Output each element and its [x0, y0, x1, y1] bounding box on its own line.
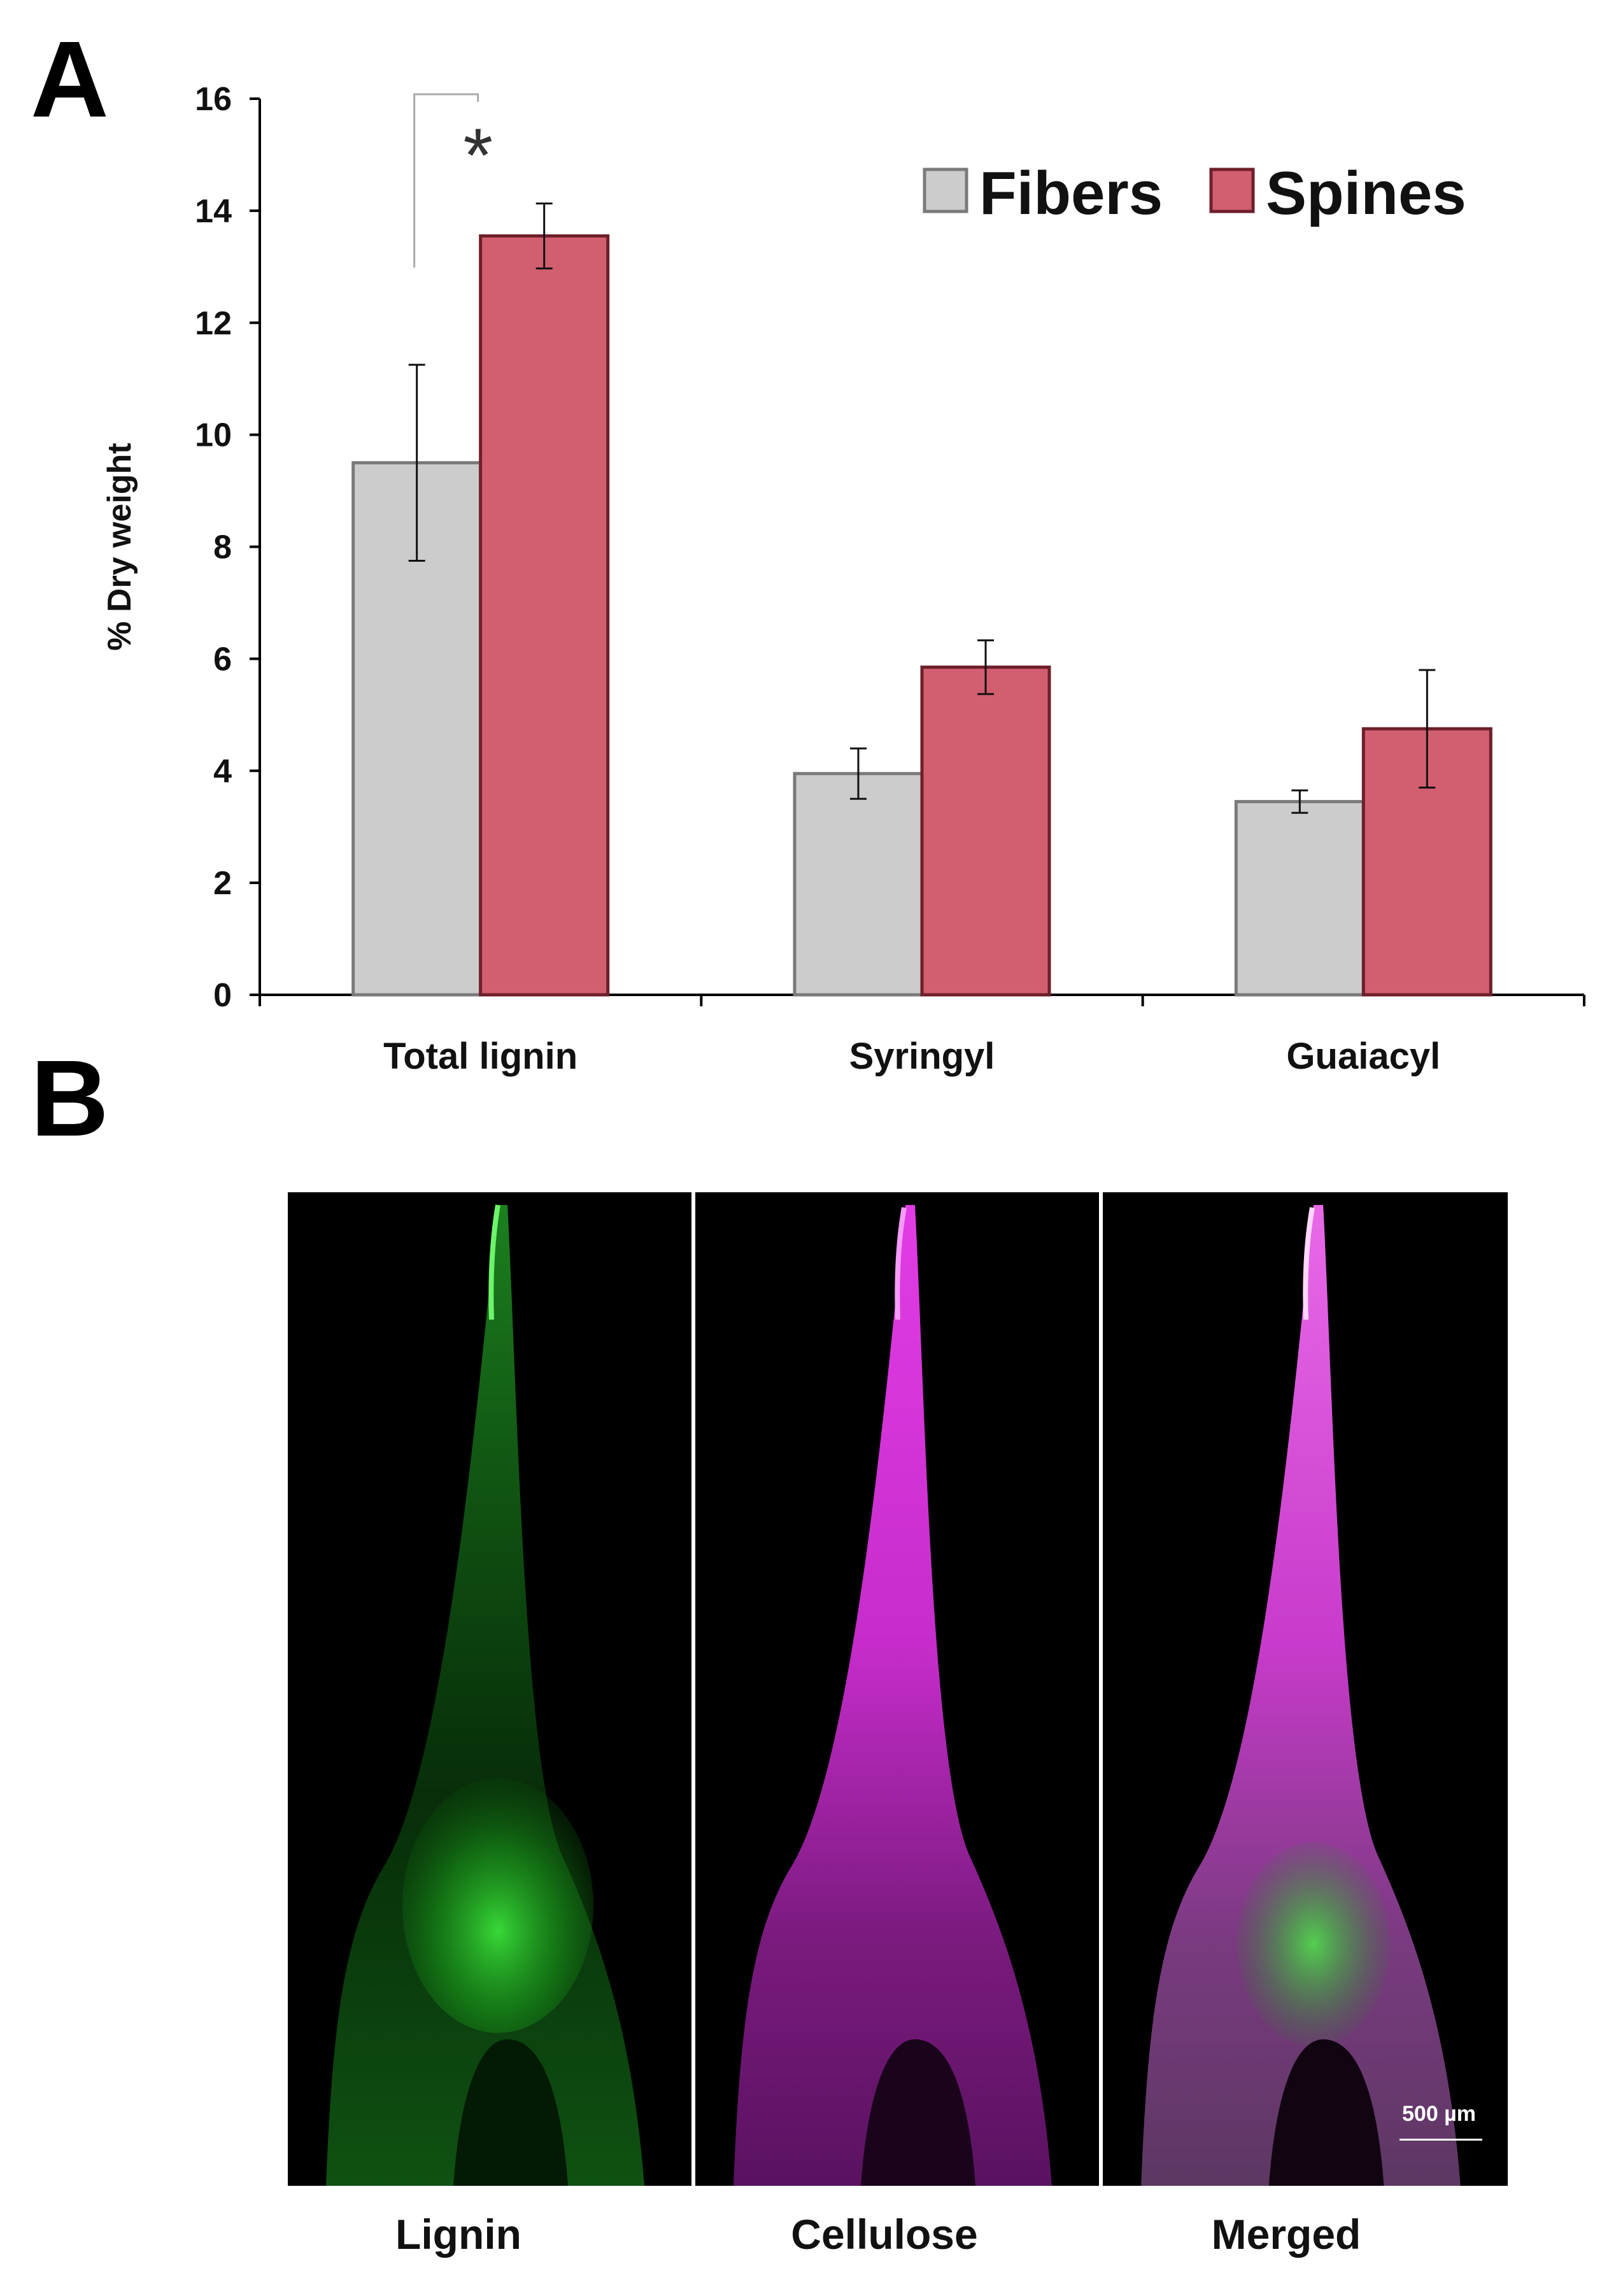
bars — [351, 234, 1492, 997]
y-axis-title: % Dry weight — [101, 443, 138, 651]
bar-fibers — [1234, 800, 1365, 997]
micrograph-strip: 500 µm — [288, 1192, 1508, 2186]
y-axis: 0 2 4 6 8 10 12 14 16 % Dry weight — [101, 81, 261, 1014]
legend-swatch-fibers — [923, 168, 968, 213]
micrograph-merged: 500 µm — [1103, 1192, 1508, 2186]
micrograph-cellulose — [695, 1192, 1099, 2186]
micrograph-lignin — [288, 1192, 691, 2186]
scale-bar — [1400, 2139, 1482, 2141]
x-category-label: Total lignin — [383, 1036, 578, 1077]
legend-label-spines: Spines — [1266, 159, 1466, 227]
y-tick-label: 6 — [213, 641, 232, 678]
bar-chart: 0 2 4 6 8 10 12 14 16 % Dry weight Total lignin Sy… — [101, 81, 1585, 1077]
y-tick-label: 2 — [213, 865, 232, 902]
micrograph-label-cellulose: Cellulose — [791, 2211, 978, 2258]
micrograph-label-lignin: Lignin — [395, 2211, 521, 2258]
legend-swatch-spines — [1209, 168, 1255, 213]
x-axis: Total lignin Syringyl Guaiacyl — [259, 994, 1585, 1077]
panel-b-letter: B — [31, 1038, 109, 1159]
y-tick-label: 16 — [195, 81, 232, 118]
legend-label-fibers: Fibers — [979, 159, 1163, 227]
significance-star: * — [463, 113, 493, 198]
significance-bracket — [413, 93, 479, 267]
bar-fibers — [793, 772, 924, 997]
y-tick-label: 10 — [195, 417, 232, 454]
annotations: * — [413, 93, 493, 267]
bar-spines — [479, 234, 610, 997]
panel-a-letter: A — [31, 19, 109, 140]
y-tick-label: 14 — [195, 193, 232, 230]
bar-spines — [920, 666, 1051, 997]
micrograph-label-merged: Merged — [1211, 2211, 1361, 2258]
y-tick-label: 12 — [195, 305, 232, 342]
y-tick-label: 0 — [213, 977, 232, 1014]
y-tick-label: 4 — [213, 753, 232, 790]
y-tick-label: 8 — [213, 529, 232, 566]
error-bars — [408, 202, 1436, 814]
x-category-label: Guaiacyl — [1286, 1036, 1440, 1077]
legend: Fibers Spines — [923, 159, 1466, 227]
x-category-label: Syringyl — [849, 1036, 995, 1077]
scale-bar-label: 500 µm — [1402, 2102, 1476, 2126]
